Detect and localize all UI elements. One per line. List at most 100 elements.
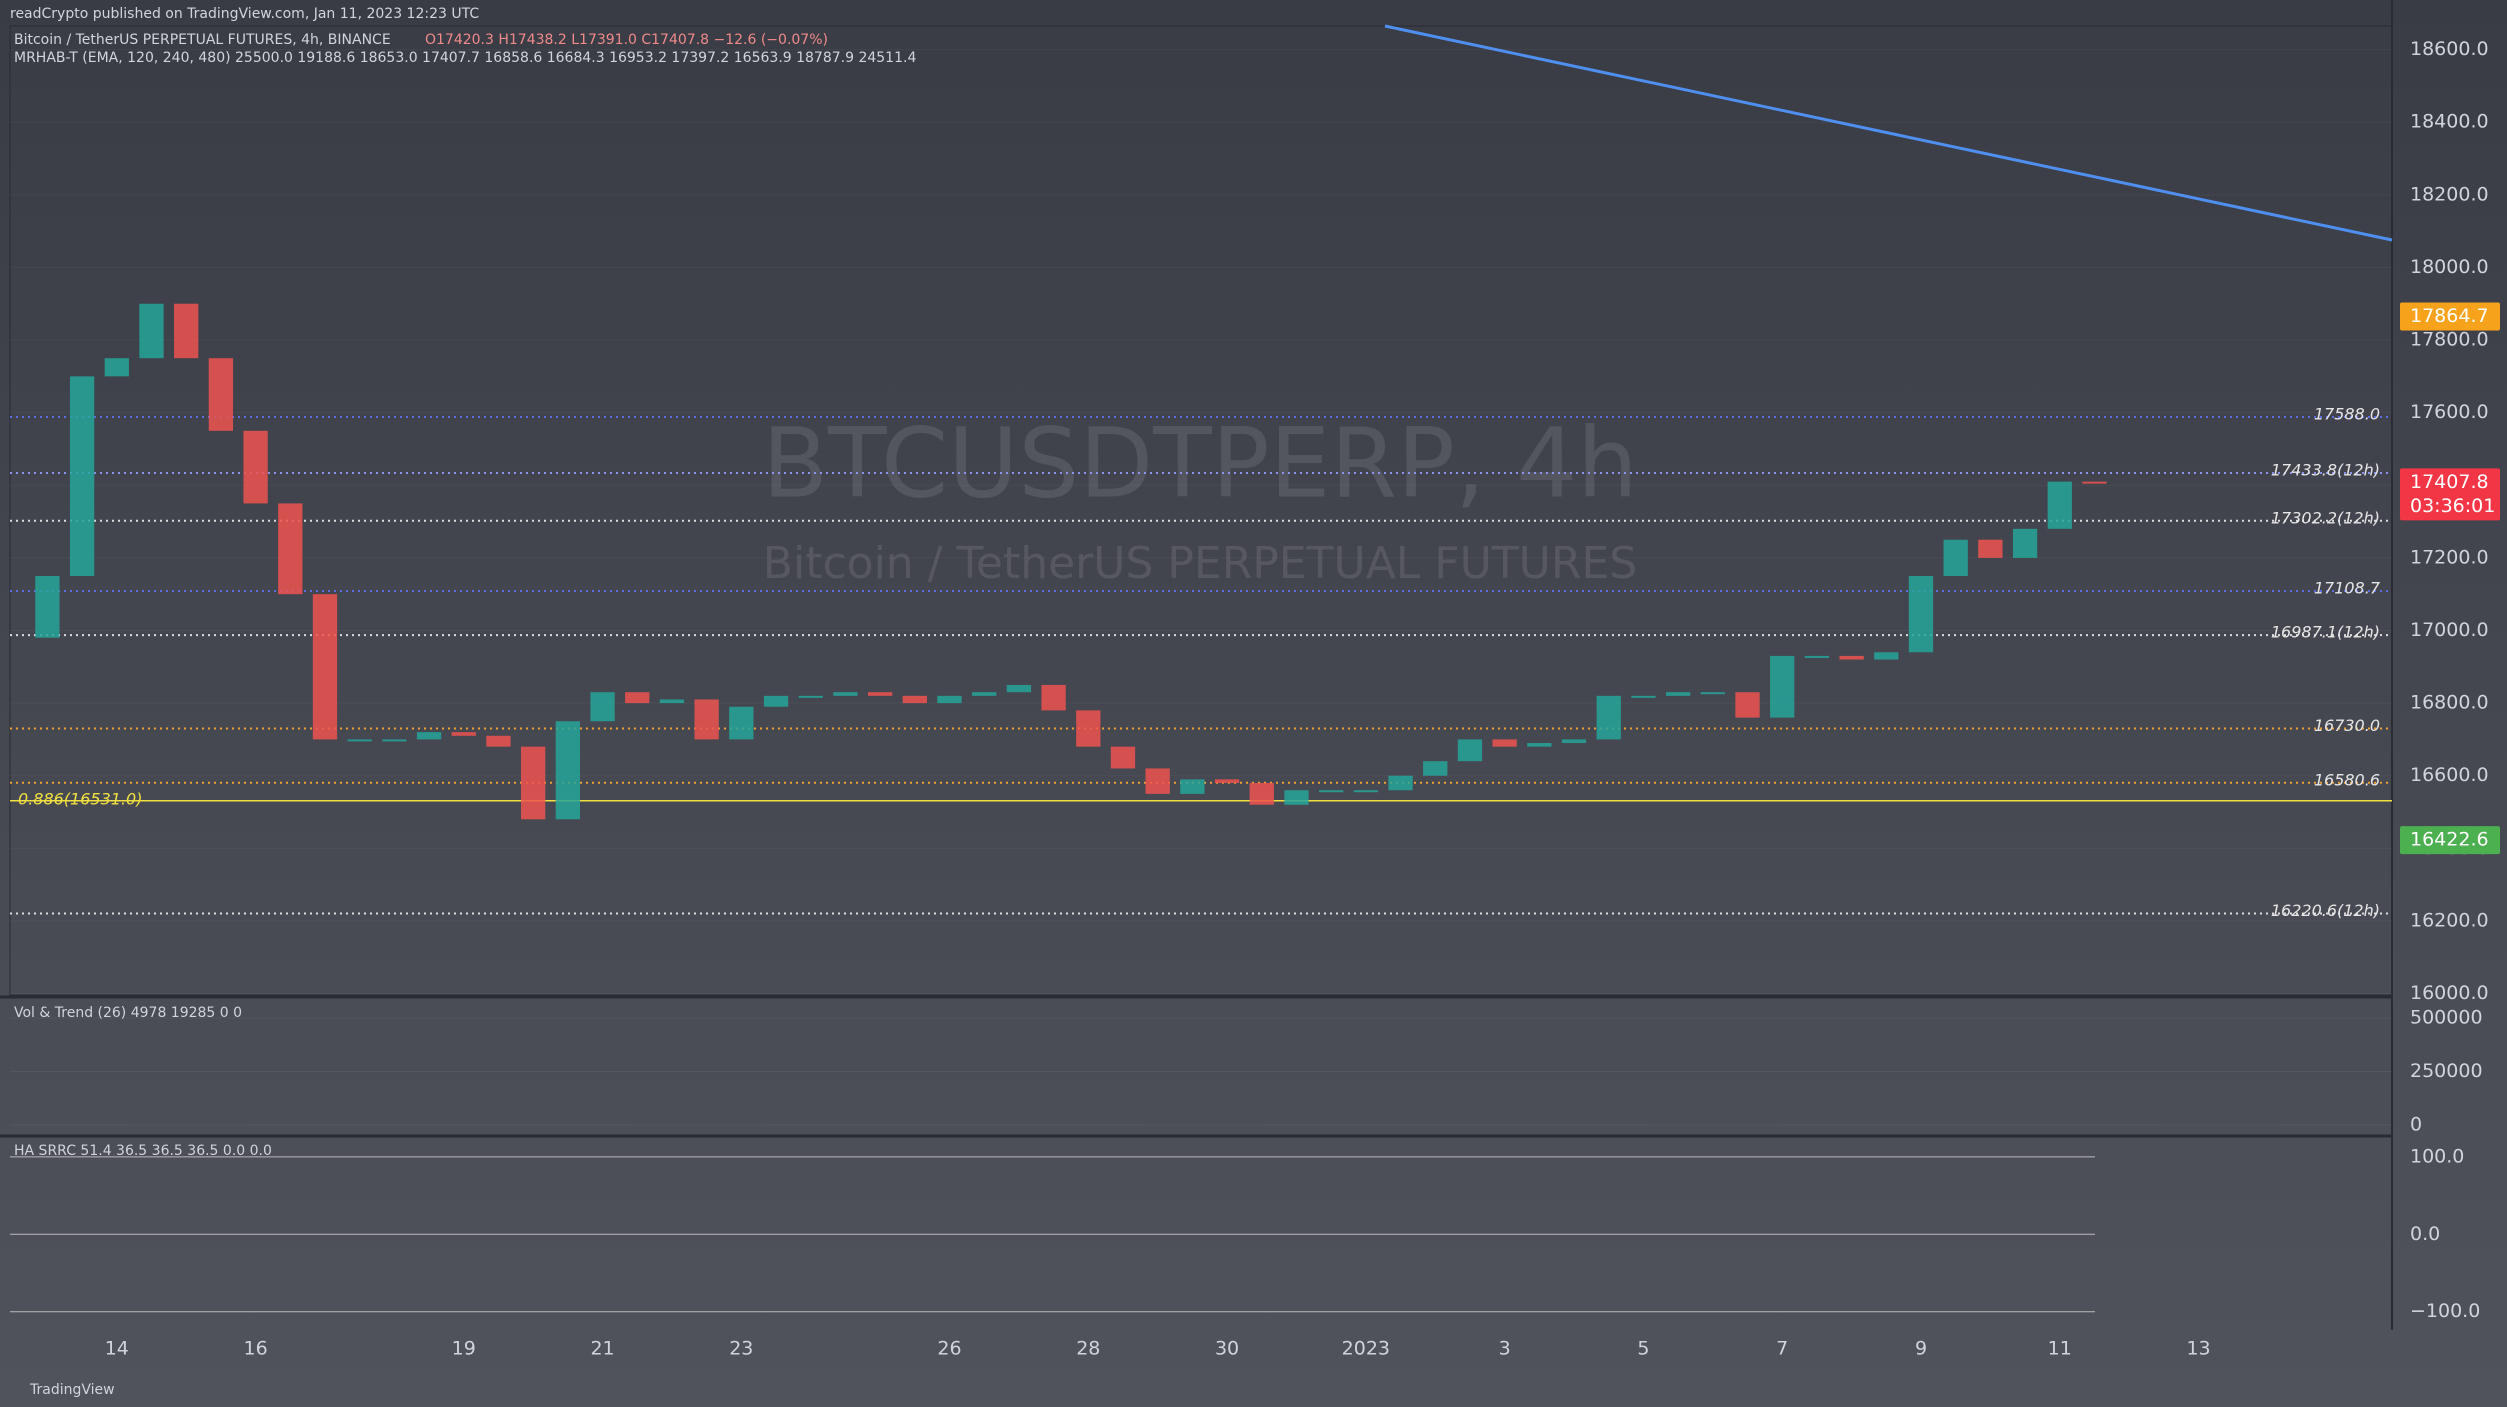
candle bbox=[382, 739, 407, 742]
x-tick-label: 5 bbox=[1637, 1338, 1649, 1360]
y-tick-label: 17200.0 bbox=[2410, 546, 2489, 568]
fib-label: 0.886(16531.0) bbox=[18, 789, 142, 808]
candle bbox=[1353, 790, 1378, 793]
candle bbox=[347, 739, 372, 742]
candle bbox=[729, 706, 754, 740]
candle bbox=[521, 746, 546, 820]
candle bbox=[1145, 768, 1170, 794]
y-tick-label: 0.0 bbox=[2410, 1223, 2440, 1245]
y-tick-label: 16800.0 bbox=[2410, 692, 2489, 714]
countdown-label: 03:36:01 bbox=[2410, 495, 2495, 517]
candle bbox=[278, 503, 303, 595]
level-label: 17108.7 bbox=[2314, 579, 2381, 598]
level-label: 17588.0 bbox=[2314, 405, 2380, 424]
x-tick-label: 21 bbox=[590, 1338, 614, 1360]
candle bbox=[555, 721, 580, 820]
x-tick-label: 30 bbox=[1215, 1338, 1239, 1360]
candle bbox=[1735, 692, 1760, 718]
y-tick-label: 16600.0 bbox=[2410, 764, 2489, 786]
candle bbox=[1388, 775, 1413, 791]
x-tick-label: 11 bbox=[2048, 1338, 2072, 1360]
candle bbox=[590, 692, 615, 722]
ohlc-legend: O17420.3 H17438.2 L17391.0 C17407.8 −12.… bbox=[425, 32, 828, 48]
x-tick-label: 19 bbox=[452, 1338, 476, 1360]
publisher: readCrypto published on TradingView.com,… bbox=[10, 6, 479, 22]
y-tick-label: 17000.0 bbox=[2410, 619, 2489, 641]
candle bbox=[174, 303, 199, 359]
candle bbox=[1631, 695, 1656, 698]
y-tick-label: 16000.0 bbox=[2410, 982, 2489, 1004]
candle bbox=[1110, 746, 1136, 769]
footer-brand: TradingView bbox=[29, 1382, 115, 1398]
candle bbox=[451, 732, 476, 736]
watermark-description: Bitcoin / TetherUS PERPETUAL FUTURES bbox=[763, 538, 1637, 589]
candle bbox=[69, 376, 95, 577]
y-tick-label: 17800.0 bbox=[2410, 329, 2489, 351]
candle bbox=[1770, 655, 1795, 718]
x-tick-label: 13 bbox=[2186, 1338, 2210, 1360]
candle bbox=[1804, 655, 1830, 658]
price-badge bbox=[2400, 826, 2500, 855]
candle bbox=[1527, 743, 1552, 747]
x-tick-label: 14 bbox=[105, 1338, 129, 1360]
price-badge bbox=[2400, 468, 2500, 521]
level-label: 16987.1(12h) bbox=[2271, 623, 2380, 642]
candle bbox=[1561, 739, 1587, 744]
x-tick-label: 23 bbox=[729, 1338, 753, 1360]
candle bbox=[937, 695, 962, 704]
candle bbox=[139, 303, 164, 359]
candle bbox=[1319, 790, 1344, 793]
candle bbox=[416, 732, 442, 740]
candle bbox=[1596, 695, 1621, 740]
indicator-legend: MRHAB-T (EMA, 120, 240, 480) 25500.0 191… bbox=[14, 50, 916, 66]
candle bbox=[1076, 710, 1101, 747]
y-tick-label: 0 bbox=[2410, 1113, 2422, 1135]
candle bbox=[1041, 684, 1066, 711]
level-label: 16220.6(12h) bbox=[2271, 901, 2380, 920]
x-tick-label: 2023 bbox=[1342, 1338, 1390, 1360]
candle bbox=[1214, 779, 1240, 783]
x-tick-label: 9 bbox=[1915, 1338, 1927, 1360]
y-tick-label: 18600.0 bbox=[2410, 38, 2489, 60]
y-tick-label: −100.0 bbox=[2410, 1300, 2480, 1322]
level-label: 17302.2(12h) bbox=[2271, 508, 2380, 527]
candle bbox=[1423, 761, 1448, 776]
candle bbox=[486, 735, 511, 747]
candle bbox=[625, 692, 650, 704]
x-tick-label: 3 bbox=[1499, 1338, 1511, 1360]
level-label: 17433.8(12h) bbox=[2271, 460, 2380, 479]
candle bbox=[902, 695, 927, 704]
candle bbox=[1908, 576, 1934, 653]
candle bbox=[2082, 481, 2107, 484]
price-badge-label: 17864.7 bbox=[2410, 305, 2489, 327]
volume-title: Vol & Trend (26) 4978 19285 0 0 bbox=[14, 1005, 242, 1021]
candle bbox=[1284, 790, 1309, 805]
y-tick-label: 500000 bbox=[2410, 1006, 2483, 1028]
candle bbox=[1249, 782, 1274, 805]
candle bbox=[312, 594, 338, 740]
candle bbox=[2047, 481, 2072, 529]
candle bbox=[694, 699, 719, 740]
candle bbox=[1180, 779, 1205, 794]
candle bbox=[243, 430, 268, 504]
price-badge bbox=[2400, 302, 2500, 331]
candle bbox=[1839, 655, 1864, 660]
candle bbox=[972, 692, 997, 696]
x-tick-label: 28 bbox=[1076, 1338, 1100, 1360]
level-label: 16580.6 bbox=[2314, 770, 2380, 789]
candle bbox=[1665, 692, 1691, 696]
candle bbox=[763, 695, 789, 707]
y-tick-label: 17600.0 bbox=[2410, 401, 2489, 423]
candle bbox=[1006, 684, 1032, 693]
candle bbox=[867, 692, 893, 696]
y-tick-label: 100.0 bbox=[2410, 1145, 2464, 1167]
candle bbox=[1874, 652, 1899, 660]
price-badge-label: 16422.6 bbox=[2410, 829, 2489, 851]
candle bbox=[104, 358, 129, 377]
x-tick-label: 26 bbox=[937, 1338, 961, 1360]
x-tick-label: 16 bbox=[243, 1338, 267, 1360]
candle bbox=[798, 695, 823, 698]
candle bbox=[659, 699, 685, 704]
